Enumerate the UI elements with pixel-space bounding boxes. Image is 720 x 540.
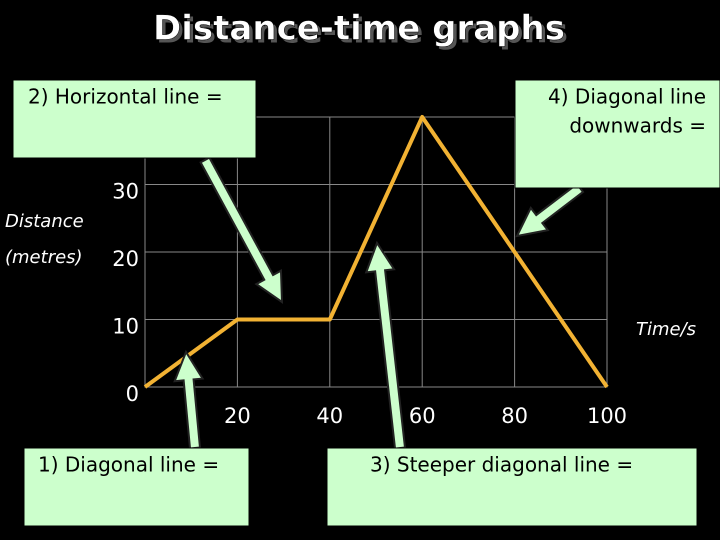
- annotation-text: downwards =: [569, 114, 706, 138]
- y-tick-label: 10: [112, 315, 139, 339]
- annotations: 2) Horizontal line = 4) Diagonal line down…: [12, 79, 720, 527]
- arrows: [173, 156, 585, 450]
- chart-title: Distance-time graphs: [153, 9, 565, 49]
- plot: [143, 115, 609, 389]
- annotation-box: [12, 79, 257, 159]
- x-tick-label: 40: [316, 404, 343, 428]
- arrow: [515, 182, 585, 238]
- arrow: [173, 349, 205, 450]
- title-shadow: Distance-time graphs: [156, 12, 568, 52]
- y-tick-label: 30: [112, 180, 139, 204]
- arrow: [364, 240, 407, 450]
- annotation-box: [326, 447, 698, 527]
- x-tick-label: 80: [501, 404, 528, 428]
- annotation-text: 1) Diagonal line =: [38, 453, 219, 477]
- arrow: [199, 156, 284, 304]
- x-tick-label: 60: [409, 404, 436, 428]
- y-tick-label: 20: [112, 247, 139, 271]
- grid: 0 10 20 30 20 40 60 80 100: [112, 116, 627, 428]
- x-tick-label: 100: [587, 404, 627, 428]
- annotation-box: [23, 447, 250, 527]
- y-axis-label: (metres): [5, 247, 83, 268]
- x-tick-label: 20: [224, 404, 251, 428]
- annotation-text: 3) Steeper diagonal line =: [370, 453, 633, 477]
- y-tick-label: 0: [126, 382, 139, 406]
- x-axis-label: Time/s: [636, 319, 696, 340]
- annotation-box: [514, 79, 720, 189]
- annotation-text: 4) Diagonal line: [548, 85, 706, 109]
- annotation-text: 2) Horizontal line =: [28, 85, 223, 109]
- data-line: [143, 115, 609, 389]
- y-axis-label: Distance: [5, 211, 84, 232]
